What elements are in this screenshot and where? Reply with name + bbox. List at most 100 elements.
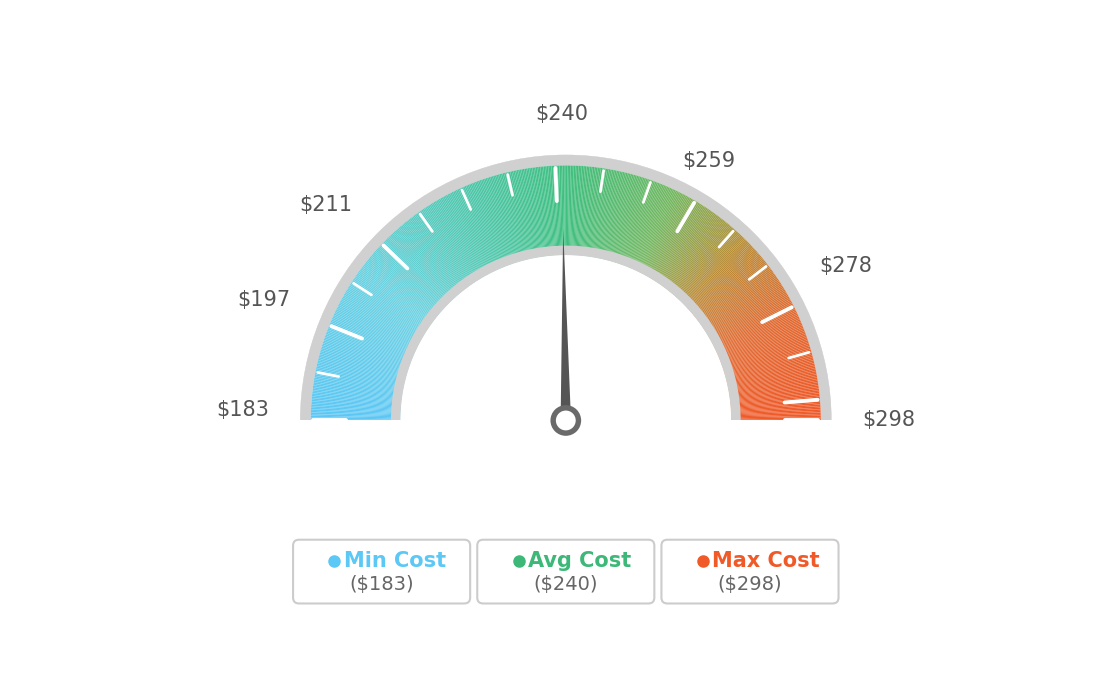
Wedge shape bbox=[651, 203, 700, 280]
Wedge shape bbox=[458, 188, 497, 270]
Wedge shape bbox=[423, 208, 474, 284]
Wedge shape bbox=[655, 205, 703, 282]
Wedge shape bbox=[678, 233, 741, 300]
Wedge shape bbox=[383, 241, 448, 305]
Wedge shape bbox=[672, 226, 732, 295]
Wedge shape bbox=[316, 366, 404, 386]
Wedge shape bbox=[730, 393, 819, 404]
Wedge shape bbox=[333, 313, 416, 352]
Wedge shape bbox=[577, 166, 585, 256]
Wedge shape bbox=[601, 171, 622, 259]
Wedge shape bbox=[365, 262, 436, 318]
Text: ($298): ($298) bbox=[718, 575, 783, 594]
Wedge shape bbox=[312, 395, 402, 405]
Wedge shape bbox=[401, 255, 731, 420]
Wedge shape bbox=[729, 373, 817, 391]
Wedge shape bbox=[680, 236, 743, 302]
Wedge shape bbox=[624, 181, 657, 266]
Wedge shape bbox=[535, 167, 548, 257]
Wedge shape bbox=[731, 397, 820, 406]
Wedge shape bbox=[572, 166, 577, 255]
Wedge shape bbox=[637, 190, 677, 272]
Wedge shape bbox=[534, 167, 546, 257]
Wedge shape bbox=[607, 173, 630, 261]
Wedge shape bbox=[393, 231, 455, 299]
Wedge shape bbox=[731, 403, 820, 410]
Wedge shape bbox=[311, 408, 401, 413]
Wedge shape bbox=[349, 285, 426, 334]
Wedge shape bbox=[682, 240, 747, 304]
Wedge shape bbox=[688, 248, 755, 310]
Wedge shape bbox=[417, 213, 470, 286]
Wedge shape bbox=[634, 188, 671, 270]
Wedge shape bbox=[316, 371, 404, 389]
Wedge shape bbox=[626, 183, 660, 267]
Wedge shape bbox=[520, 169, 537, 258]
Wedge shape bbox=[336, 309, 417, 349]
Wedge shape bbox=[375, 249, 443, 310]
Wedge shape bbox=[320, 349, 407, 375]
Wedge shape bbox=[407, 220, 464, 291]
Wedge shape bbox=[490, 177, 518, 263]
Wedge shape bbox=[456, 190, 496, 271]
Wedge shape bbox=[471, 183, 506, 267]
Wedge shape bbox=[638, 191, 679, 273]
Wedge shape bbox=[730, 382, 818, 397]
Wedge shape bbox=[679, 235, 742, 301]
Wedge shape bbox=[622, 181, 654, 265]
Wedge shape bbox=[689, 249, 756, 310]
Wedge shape bbox=[711, 297, 790, 342]
Wedge shape bbox=[667, 218, 722, 290]
Wedge shape bbox=[625, 182, 658, 266]
Wedge shape bbox=[602, 172, 623, 259]
Wedge shape bbox=[461, 187, 499, 270]
Wedge shape bbox=[319, 353, 406, 377]
Wedge shape bbox=[351, 281, 427, 331]
Wedge shape bbox=[339, 302, 420, 344]
Wedge shape bbox=[711, 299, 790, 343]
Wedge shape bbox=[719, 322, 802, 357]
Wedge shape bbox=[731, 400, 820, 408]
Wedge shape bbox=[499, 174, 523, 261]
Wedge shape bbox=[352, 279, 428, 330]
Wedge shape bbox=[496, 175, 522, 262]
Wedge shape bbox=[731, 398, 820, 407]
Bar bbox=[276, 420, 856, 538]
Wedge shape bbox=[446, 195, 489, 275]
Wedge shape bbox=[669, 222, 728, 293]
Wedge shape bbox=[488, 177, 517, 263]
Wedge shape bbox=[338, 305, 418, 346]
Wedge shape bbox=[363, 264, 435, 320]
Wedge shape bbox=[486, 178, 514, 264]
Wedge shape bbox=[350, 282, 427, 332]
Wedge shape bbox=[639, 192, 680, 273]
Wedge shape bbox=[341, 299, 421, 343]
Wedge shape bbox=[729, 374, 817, 391]
Wedge shape bbox=[725, 351, 811, 376]
Wedge shape bbox=[730, 387, 819, 400]
Wedge shape bbox=[332, 316, 415, 354]
Text: Max Cost: Max Cost bbox=[712, 551, 820, 571]
Wedge shape bbox=[609, 175, 636, 262]
Text: ($240): ($240) bbox=[533, 575, 598, 594]
Wedge shape bbox=[723, 343, 809, 371]
Wedge shape bbox=[730, 395, 819, 405]
Wedge shape bbox=[729, 381, 818, 395]
Wedge shape bbox=[611, 175, 637, 262]
Wedge shape bbox=[731, 402, 820, 409]
Wedge shape bbox=[347, 289, 424, 336]
Wedge shape bbox=[702, 277, 777, 328]
Wedge shape bbox=[713, 306, 795, 347]
Wedge shape bbox=[335, 312, 416, 351]
Wedge shape bbox=[628, 184, 665, 268]
Wedge shape bbox=[325, 337, 410, 367]
Wedge shape bbox=[401, 225, 459, 295]
Wedge shape bbox=[444, 195, 488, 275]
Wedge shape bbox=[316, 368, 404, 388]
Wedge shape bbox=[314, 379, 403, 395]
Wedge shape bbox=[469, 184, 505, 268]
Wedge shape bbox=[666, 217, 721, 289]
Wedge shape bbox=[396, 229, 456, 297]
Wedge shape bbox=[678, 233, 740, 299]
Wedge shape bbox=[399, 227, 458, 296]
